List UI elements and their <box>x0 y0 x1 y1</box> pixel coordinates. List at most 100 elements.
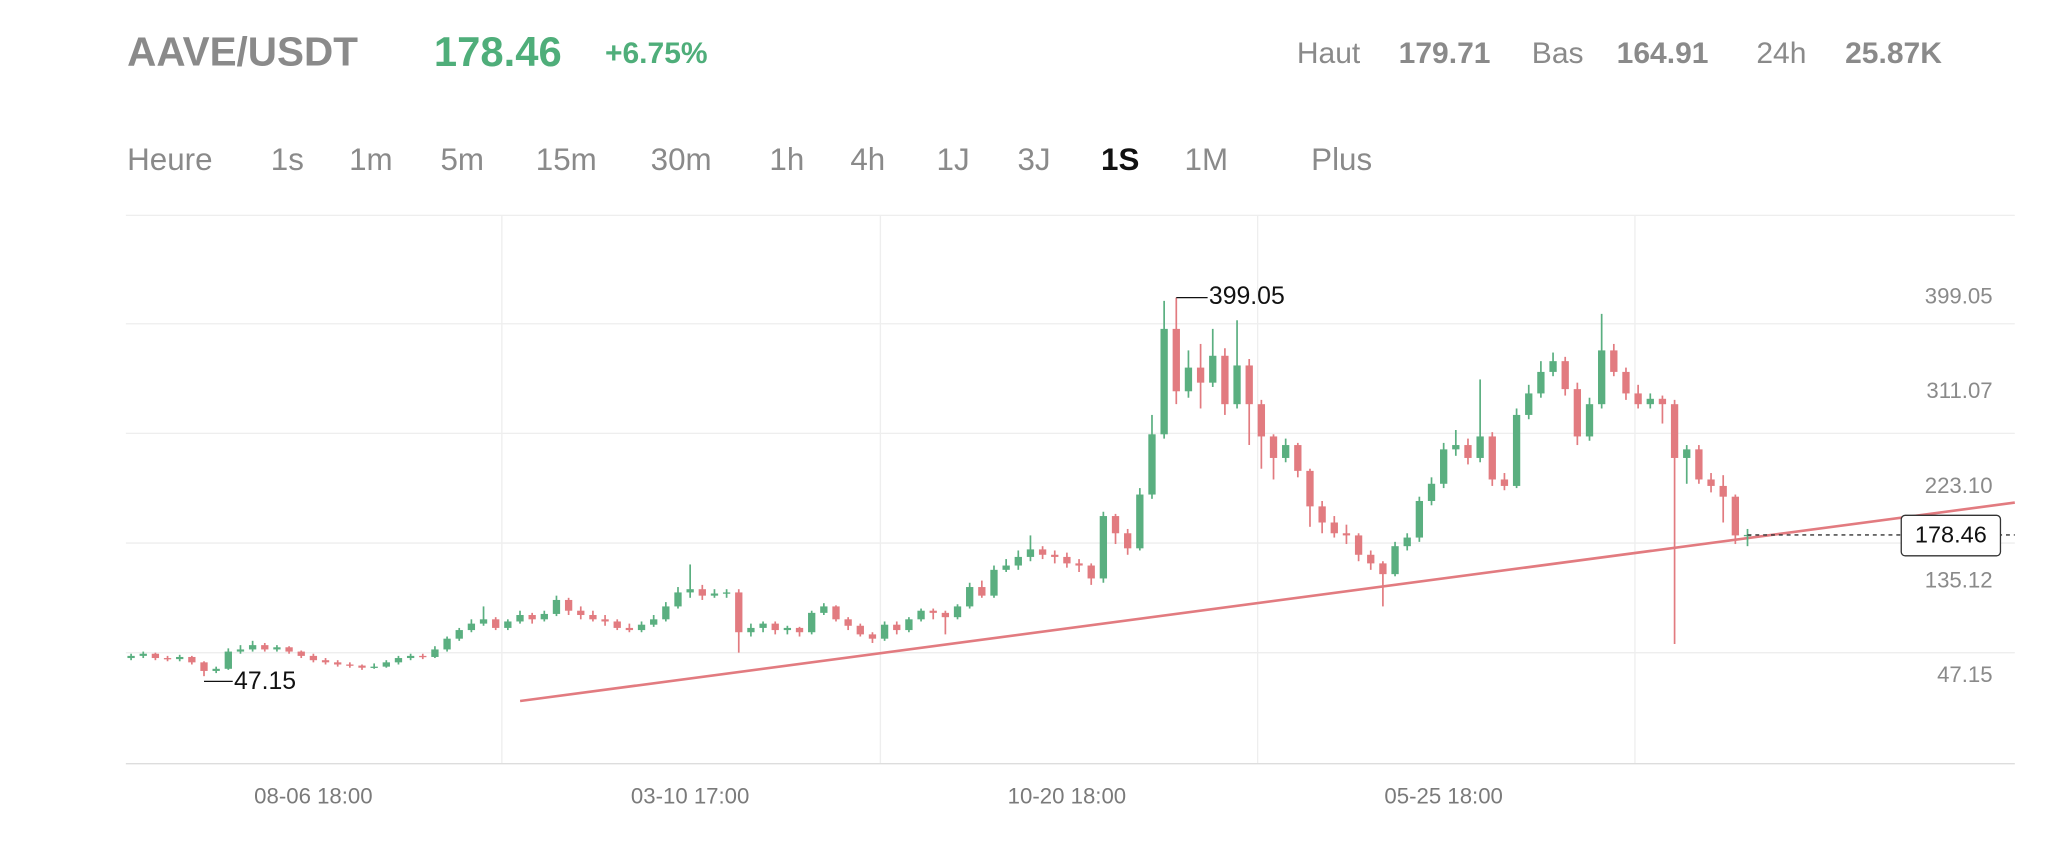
candle-body <box>601 619 609 622</box>
candle-body <box>1452 445 1460 450</box>
candle-body <box>516 615 524 622</box>
timeframe-tab[interactable]: 4h <box>850 142 885 177</box>
candle-body <box>1549 361 1557 372</box>
candle-body <box>528 615 536 620</box>
candle-body <box>1014 556 1022 566</box>
candle-body <box>1257 404 1266 437</box>
candle-body <box>710 593 719 596</box>
candle-body <box>334 662 342 665</box>
candle-body <box>650 619 658 625</box>
stat-label: Haut <box>1297 37 1361 70</box>
timeframe-tab[interactable]: 1h <box>769 142 804 177</box>
timeframe-tab[interactable]: Heure <box>127 142 212 177</box>
candle-body <box>1537 371 1545 394</box>
candle-body <box>139 653 147 656</box>
candle-body <box>820 606 828 613</box>
candle-body <box>1403 537 1411 547</box>
candle-body <box>577 610 585 616</box>
candle-body <box>1658 398 1667 405</box>
candle-body <box>504 621 512 628</box>
candle-body <box>783 627 792 631</box>
timeframe-tab[interactable]: 3J <box>1017 142 1050 177</box>
timeframe-tab[interactable]: 1J <box>937 142 970 177</box>
trend-line <box>519 501 2015 703</box>
candle-body <box>1743 534 1752 537</box>
candle-body <box>917 610 925 620</box>
candle-body <box>905 619 913 631</box>
x-tick-label: 03-10 17:00 <box>631 783 749 808</box>
candle-body <box>1731 496 1740 536</box>
candle-body <box>1476 436 1484 458</box>
more-tab[interactable]: Plus <box>1311 142 1372 177</box>
candle-body <box>1610 350 1618 372</box>
candle-body <box>1063 556 1071 564</box>
x-tick-label: 05-25 18:00 <box>1384 783 1502 808</box>
candle-body <box>1124 533 1132 549</box>
candle-body <box>1670 404 1679 458</box>
candle-body <box>1354 535 1363 555</box>
candle-body <box>929 610 937 613</box>
candle-body <box>589 615 597 620</box>
candle-body <box>759 623 767 628</box>
y-tick-label: 311.07 <box>1926 378 1992 403</box>
candle-body <box>492 619 500 628</box>
candle-body <box>224 651 232 669</box>
candle-body <box>662 606 670 620</box>
pair: AAVE/USDT <box>127 29 358 75</box>
candle-body <box>966 587 974 607</box>
candle-body <box>1245 365 1253 405</box>
candle-body <box>1427 483 1436 501</box>
candle-body <box>795 627 804 633</box>
timeframe-tab[interactable]: 1M <box>1185 142 1229 177</box>
candle-body <box>163 658 172 660</box>
candle-body <box>212 668 220 671</box>
candle-body <box>370 666 378 668</box>
candle-body <box>674 592 682 607</box>
timeframe-tab[interactable]: 15m <box>536 142 597 177</box>
candle-body <box>1367 554 1375 564</box>
candle-body <box>735 592 743 633</box>
min-label: 47.15 <box>234 668 296 695</box>
timeframe-tab[interactable]: 1m <box>349 142 393 177</box>
timeframe-tab[interactable]: 30m <box>651 142 712 177</box>
candle-body <box>273 647 281 650</box>
candle-body <box>455 630 463 639</box>
candle-body <box>309 655 318 661</box>
candle-body <box>1306 470 1314 507</box>
change: +6.75% <box>605 37 708 70</box>
candle-body <box>127 655 135 659</box>
candle-body <box>200 662 208 671</box>
candle-body <box>151 653 160 659</box>
candle-body <box>1051 554 1059 557</box>
candle-body <box>844 619 852 626</box>
timeframe-tab[interactable]: 5m <box>440 142 484 177</box>
y-tick-label: 223.10 <box>1925 473 1993 498</box>
timeframe-tab[interactable]: 1s <box>271 142 304 177</box>
candle-body <box>1160 328 1168 435</box>
candle-body <box>297 651 305 656</box>
candle-body <box>1707 479 1715 486</box>
candle-body <box>1342 533 1351 536</box>
candle-body <box>419 655 427 658</box>
timeframe-tab-active[interactable]: 1S <box>1101 142 1139 177</box>
candle-body <box>1196 367 1205 383</box>
candle-body <box>856 625 864 635</box>
candle-body <box>1561 361 1569 390</box>
candle-body <box>1075 563 1083 566</box>
candle-body <box>1148 434 1156 495</box>
candle-body <box>467 623 476 631</box>
candle-body <box>1136 494 1144 549</box>
candle-body <box>953 606 962 618</box>
candle-body <box>808 612 816 633</box>
candle-body <box>1282 445 1290 458</box>
candle-body <box>1184 367 1193 392</box>
candle-body <box>1379 563 1387 575</box>
candle-body <box>1087 565 1095 579</box>
candle-body <box>176 656 184 660</box>
candle-body <box>1683 449 1691 458</box>
candle-body <box>261 645 269 650</box>
y-tick-label: 399.05 <box>1925 283 1993 308</box>
candle-body <box>941 612 950 618</box>
candle-body <box>1330 522 1338 534</box>
